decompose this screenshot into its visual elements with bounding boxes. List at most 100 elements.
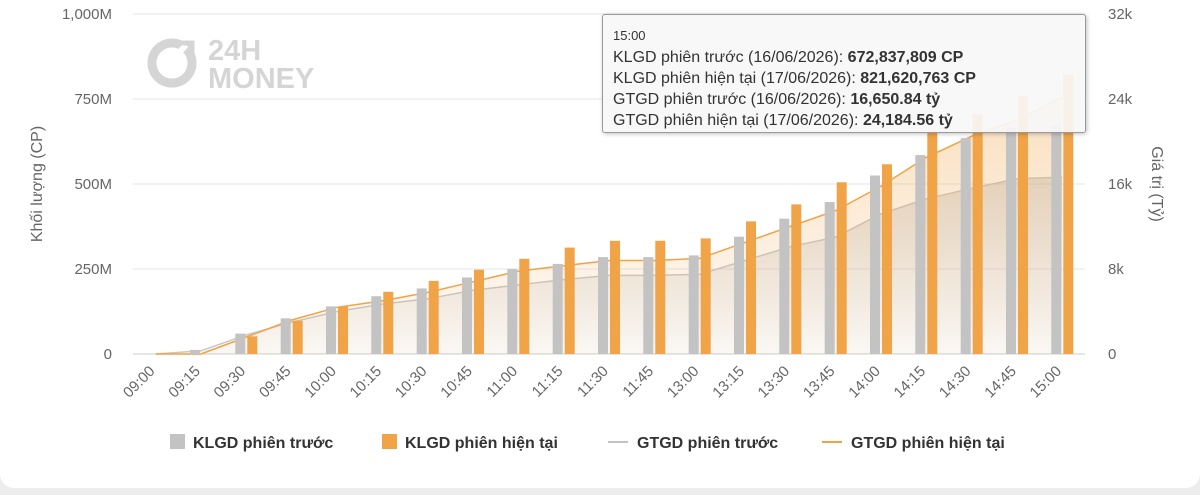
bar-prev[interactable]	[416, 288, 427, 354]
x-tick-label: 13:00	[664, 363, 703, 402]
bar-cur[interactable]	[972, 114, 983, 354]
bar-cur[interactable]	[610, 240, 620, 354]
y-tick-label: 1,000M	[62, 6, 112, 23]
bar-cur[interactable]	[655, 240, 666, 354]
y2-tick-label: 16k	[1108, 176, 1133, 193]
bar-cur[interactable]	[1063, 74, 1074, 354]
tooltip-label: KLGD phiên trước (16/06/2026):	[613, 49, 844, 66]
bar-cur[interactable]	[564, 247, 575, 354]
bar-cur[interactable]	[791, 204, 802, 354]
bar-cur[interactable]	[700, 238, 711, 354]
watermark-line-1: 24H	[208, 35, 261, 67]
y2-axis-title: Giá trị (Tỷ)	[1148, 146, 1165, 222]
x-tick-label: 14:30	[936, 363, 975, 402]
bar-cur[interactable]	[882, 164, 892, 354]
y2-tick-label: 8k	[1108, 261, 1124, 278]
tooltip-label: KLGD phiên hiện tại (17/06/2026):	[613, 70, 856, 87]
bar-cur[interactable]	[1018, 95, 1028, 354]
legend-item[interactable]: GTGD phiên hiện tại	[822, 435, 1005, 452]
tooltip-value: 24,184.56 tỷ	[862, 112, 953, 129]
legend-label: GTGD phiên hiện tại	[851, 435, 1005, 452]
tooltip-row: KLGD phiên hiện tại (17/06/2026): 821,62…	[613, 68, 1085, 89]
legend-item[interactable]: KLGD phiên hiện tại	[382, 434, 558, 452]
bar-cur[interactable]	[836, 182, 847, 354]
x-tick-label: 13:30	[755, 363, 794, 402]
bar-prev[interactable]	[824, 202, 835, 354]
bar-prev[interactable]	[915, 155, 926, 354]
tooltip-value: 16,650.84 tỷ	[850, 91, 941, 108]
x-tick-label: 13:15	[709, 363, 748, 402]
bar-cur[interactable]	[247, 336, 258, 354]
x-tick-label: 11:45	[619, 363, 657, 401]
x-tick-label: 09:45	[256, 363, 295, 402]
tooltip: 15:00 KLGD phiên trước (16/06/2026): 672…	[602, 14, 1086, 133]
bar-prev[interactable]	[870, 175, 880, 355]
tooltip-label: GTGD phiên trước (16/06/2026):	[613, 91, 846, 108]
x-tick-label: 14:00	[845, 363, 884, 402]
x-tick-label: 11:00	[483, 363, 521, 401]
tooltip-label: GTGD phiên hiện tại (17/06/2026):	[613, 112, 859, 129]
x-tick-label: 11:15	[529, 363, 567, 401]
bar-cur[interactable]	[292, 320, 303, 354]
bar-prev[interactable]	[734, 236, 744, 354]
x-tick-label: 09:00	[120, 363, 159, 402]
y2-tick-label: 32k	[1108, 6, 1133, 23]
x-tick-label: 11:30	[574, 363, 612, 401]
bar-prev[interactable]	[326, 306, 336, 354]
bar-prev[interactable]	[960, 138, 971, 354]
y2-tick-label: 0	[1108, 346, 1116, 363]
tooltip-row: GTGD phiên trước (16/06/2026): 16,650.84…	[613, 89, 1085, 110]
x-tick-label: 10:30	[392, 363, 431, 402]
y2-tick-label: 24k	[1108, 91, 1133, 108]
tooltip-value: 672,837,809 CP	[847, 49, 964, 66]
bar-prev[interactable]	[598, 257, 608, 354]
logo-icon	[147, 38, 197, 88]
x-tick-label: 09:15	[165, 363, 204, 402]
watermark-logo: 24H MONEY	[147, 35, 314, 95]
legend-swatch	[382, 434, 397, 449]
x-tick-label: 09:30	[211, 363, 250, 402]
area-line-series-3[interactable]	[155, 96, 1063, 355]
bar-prev[interactable]	[235, 333, 246, 354]
y-tick-label: 250M	[74, 261, 112, 278]
y-tick-label: 500M	[74, 176, 112, 193]
tooltip-header: 15:00	[613, 28, 646, 43]
bar-prev[interactable]	[1006, 126, 1016, 355]
legend-item[interactable]: GTGD phiên trước	[608, 435, 778, 452]
legend-label: KLGD phiên hiện tại	[405, 435, 558, 452]
y-axis-title: Khối lượng (CP)	[29, 126, 46, 242]
bar-cur[interactable]	[746, 221, 756, 354]
bar-cur[interactable]	[383, 291, 394, 354]
bar-prev[interactable]	[371, 296, 382, 354]
tooltip-value: 821,620,763 CP	[860, 70, 976, 87]
legend[interactable]: KLGD phiên trước KLGD phiên hiện tại GTGD …	[170, 434, 1005, 452]
y-tick-label: 0	[104, 346, 112, 363]
watermark-line-2: MONEY	[208, 63, 314, 95]
bar-prev[interactable]	[779, 218, 790, 354]
bar-prev[interactable]	[688, 255, 699, 354]
bar-prev[interactable]	[552, 263, 563, 354]
x-tick-label: 13:45	[800, 363, 839, 402]
legend-swatch	[170, 434, 185, 449]
bar-cur[interactable]	[428, 280, 439, 354]
bar-prev[interactable]	[507, 269, 518, 354]
x-tick-label: 14:45	[981, 363, 1020, 402]
legend-item[interactable]: KLGD phiên trước	[170, 434, 333, 452]
x-tick-label: 10:15	[347, 363, 386, 402]
bar-cur[interactable]	[474, 269, 484, 354]
legend-label: KLGD phiên trước	[193, 435, 333, 452]
bar-prev[interactable]	[280, 318, 291, 354]
bar-prev[interactable]	[190, 349, 200, 354]
x-tick-label: 14:15	[891, 363, 930, 402]
area-fill-series-3	[155, 97, 1063, 354]
bar-cur[interactable]	[338, 306, 348, 354]
bar-prev[interactable]	[1051, 125, 1062, 354]
bar-cur[interactable]	[927, 131, 938, 354]
bar-prev[interactable]	[643, 257, 654, 354]
bar-cur[interactable]	[519, 258, 530, 354]
x-tick-label: 15:00	[1027, 363, 1066, 402]
legend-label: GTGD phiên trước	[637, 435, 778, 452]
bar-prev[interactable]	[462, 277, 472, 355]
